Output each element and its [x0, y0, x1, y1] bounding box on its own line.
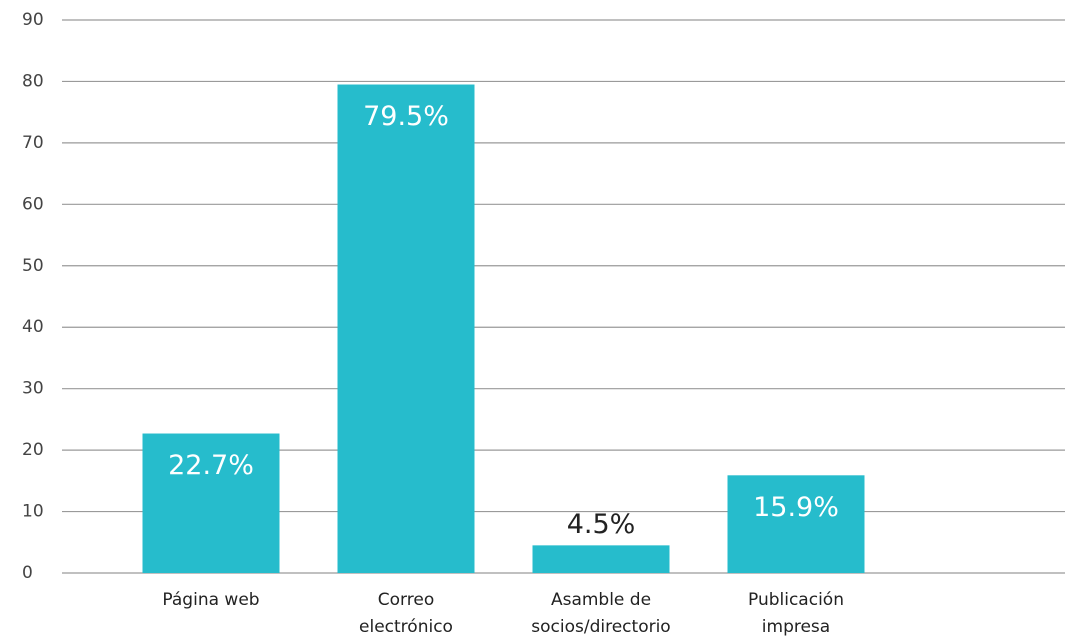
y-tick-label: 80 — [22, 71, 44, 91]
y-tick-label: 40 — [22, 317, 44, 337]
y-tick-label: 50 — [22, 256, 44, 276]
x-tick-label: Publicación impresa — [748, 590, 844, 637]
x-tick-label: Correo electrónico — [359, 590, 453, 637]
y-tick-label: 0 — [22, 563, 33, 583]
y-tick-label: 20 — [22, 440, 44, 460]
value-label: 22.7% — [168, 450, 254, 481]
y-tick-label: 10 — [22, 502, 44, 522]
bar — [532, 545, 670, 573]
y-tick-label: 30 — [22, 379, 44, 399]
y-tick-label: 90 — [22, 10, 44, 30]
x-tick-label: Asamble de socios/directorio — [531, 590, 670, 637]
x-tick-label: Página web — [162, 590, 259, 610]
bar — [727, 475, 865, 573]
y-tick-label: 60 — [22, 194, 44, 214]
value-label: 15.9% — [753, 492, 839, 523]
value-label: 4.5% — [567, 509, 636, 540]
bar — [142, 433, 280, 573]
y-tick-label: 70 — [22, 133, 44, 153]
value-label: 79.5% — [363, 101, 449, 132]
bar — [337, 84, 475, 574]
